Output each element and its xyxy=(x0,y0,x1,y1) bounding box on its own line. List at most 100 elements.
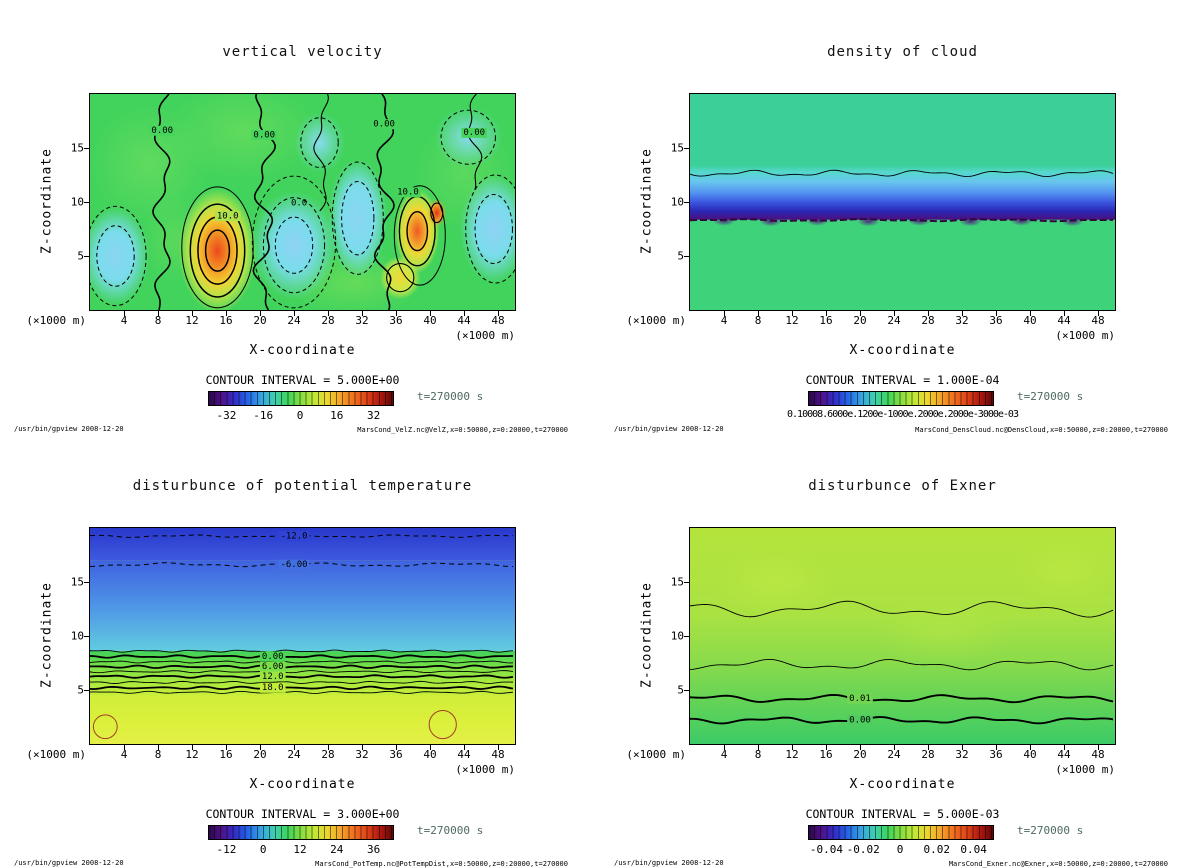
x-tick-mark xyxy=(928,745,929,750)
colorbar-tick-label: 24 xyxy=(330,843,344,856)
y-tick-mark xyxy=(84,582,89,583)
x-tick-mark xyxy=(860,311,861,316)
contour-interval-label: CONTOUR INTERVAL = 5.000E-03 xyxy=(805,807,1000,821)
x-axis-label: X-coordinate xyxy=(249,777,356,792)
y-tick-label: 15 xyxy=(70,141,84,155)
x-tick-label: 44 xyxy=(457,314,471,327)
x-tick-mark xyxy=(1030,745,1031,750)
colorbar-overlapping-labels: 0.10008.6000e.1200e-1000e.2000e.2000e-30… xyxy=(787,409,1019,420)
panel-density-of-cloud: density of cloud Z-coordinate 5 10 15 4 8 12… xyxy=(600,0,1200,434)
footer-command: /usr/bin/gpview 2008-12-20 xyxy=(614,859,724,867)
x-tick-label: 32 xyxy=(355,748,369,761)
x-tick-label: 40 xyxy=(1023,314,1037,327)
y-tick-label: 15 xyxy=(670,575,684,589)
x-unit-label-right: (×1000 m) xyxy=(455,329,515,342)
x-tick-label: 36 xyxy=(389,314,403,327)
contour-plot-canvas xyxy=(690,528,1115,744)
colorbar-tick-label: 0.02 xyxy=(923,843,951,856)
x-tick-label: 28 xyxy=(321,314,335,327)
x-tick-mark xyxy=(758,745,759,750)
x-tick-mark xyxy=(1064,311,1065,316)
y-tick-label: 5 xyxy=(677,683,684,697)
y-tick-label: 10 xyxy=(670,195,684,209)
colorbar-tick-label: -32 xyxy=(216,409,237,422)
y-tick-mark xyxy=(684,202,689,203)
colorbar xyxy=(208,391,394,406)
x-unit-label-left: (×1000 m) xyxy=(26,314,86,327)
colorbar-tick-label: 16 xyxy=(330,409,344,422)
x-tick-mark xyxy=(226,745,227,750)
x-tick-mark xyxy=(996,745,997,750)
time-label: t=270000 s xyxy=(417,824,484,837)
x-tick-label: 24 xyxy=(287,748,301,761)
x-tick-mark xyxy=(124,745,125,750)
contour-interval-label: CONTOUR INTERVAL = 3.000E+00 xyxy=(205,807,400,821)
y-tick-mark xyxy=(84,636,89,637)
x-tick-label: 8 xyxy=(154,314,162,327)
x-tick-mark xyxy=(928,311,929,316)
x-tick-mark xyxy=(996,311,997,316)
x-tick-label: 28 xyxy=(321,748,335,761)
contour-plot-canvas xyxy=(690,94,1115,310)
plot-title: vertical velocity xyxy=(222,44,383,60)
x-tick-label: 16 xyxy=(219,748,233,761)
x-tick-mark xyxy=(826,745,827,750)
x-tick-label: 48 xyxy=(491,314,505,327)
x-tick-label: 4 xyxy=(120,748,128,761)
x-tick-mark xyxy=(158,745,159,750)
x-tick-mark xyxy=(962,311,963,316)
x-tick-label: 20 xyxy=(853,748,867,761)
x-tick-label: 24 xyxy=(287,314,301,327)
y-tick-label: 15 xyxy=(70,575,84,589)
panel-potential-temperature-disturbance: disturbunce of potential temperature Z-c… xyxy=(0,434,600,868)
x-tick-mark xyxy=(124,311,125,316)
contour-interval-label: CONTOUR INTERVAL = 1.000E-04 xyxy=(805,373,1000,387)
colorbar-tick-label: 0 xyxy=(896,843,904,856)
x-tick-label: 20 xyxy=(253,748,267,761)
contour-interval-label: CONTOUR INTERVAL = 5.000E+00 xyxy=(205,373,400,387)
x-tick-mark xyxy=(158,311,159,316)
x-tick-label: 24 xyxy=(887,748,901,761)
y-tick-mark xyxy=(684,148,689,149)
x-tick-mark xyxy=(894,745,895,750)
x-tick-mark xyxy=(362,745,363,750)
x-tick-mark xyxy=(260,745,261,750)
x-tick-mark xyxy=(498,311,499,316)
colorbar-tick-label: -0.02 xyxy=(846,843,880,856)
x-tick-mark xyxy=(226,311,227,316)
time-label: t=270000 s xyxy=(1017,390,1084,403)
y-tick-label: 15 xyxy=(670,141,684,155)
x-tick-label: 48 xyxy=(1091,314,1105,327)
x-axis-label: X-coordinate xyxy=(249,343,356,358)
x-tick-mark xyxy=(430,311,431,316)
y-tick-label: 5 xyxy=(77,683,84,697)
footer-command: /usr/bin/gpview 2008-12-20 xyxy=(14,859,124,867)
x-tick-label: 28 xyxy=(921,314,935,327)
x-tick-label: 40 xyxy=(1023,748,1037,761)
footer-dataset: MarsCond_DensCloud.nc@DensCloud,x=0:5000… xyxy=(915,426,1168,434)
footer-command: /usr/bin/gpview 2008-12-20 xyxy=(614,425,724,433)
plot-area xyxy=(89,527,516,745)
x-tick-label: 36 xyxy=(989,314,1003,327)
colorbar xyxy=(808,825,994,840)
colorbar-tick-label: 0 xyxy=(259,843,267,856)
x-tick-mark xyxy=(396,745,397,750)
colorbar-tick-label: -16 xyxy=(253,409,274,422)
x-tick-mark xyxy=(792,745,793,750)
x-tick-label: 36 xyxy=(989,748,1003,761)
colorbar-tick-label: 12 xyxy=(293,843,307,856)
colorbar-tick-label: 0.04 xyxy=(960,843,987,856)
plot-area xyxy=(689,93,1116,311)
plot-title: disturbunce of potential temperature xyxy=(132,478,473,494)
x-tick-mark xyxy=(1098,745,1099,750)
x-axis-label: X-coordinate xyxy=(849,777,956,792)
x-tick-mark xyxy=(430,745,431,750)
colorbar-tick-label: 32 xyxy=(366,409,381,422)
x-tick-label: 48 xyxy=(1091,748,1105,761)
y-tick-mark xyxy=(84,202,89,203)
x-unit-label-left: (×1000 m) xyxy=(26,748,86,761)
footer-dataset: MarsCond_Exner.nc@Exner,x=0:50000,z=0:20… xyxy=(948,860,1168,868)
plot-area xyxy=(689,527,1116,745)
x-tick-label: 12 xyxy=(185,314,199,327)
